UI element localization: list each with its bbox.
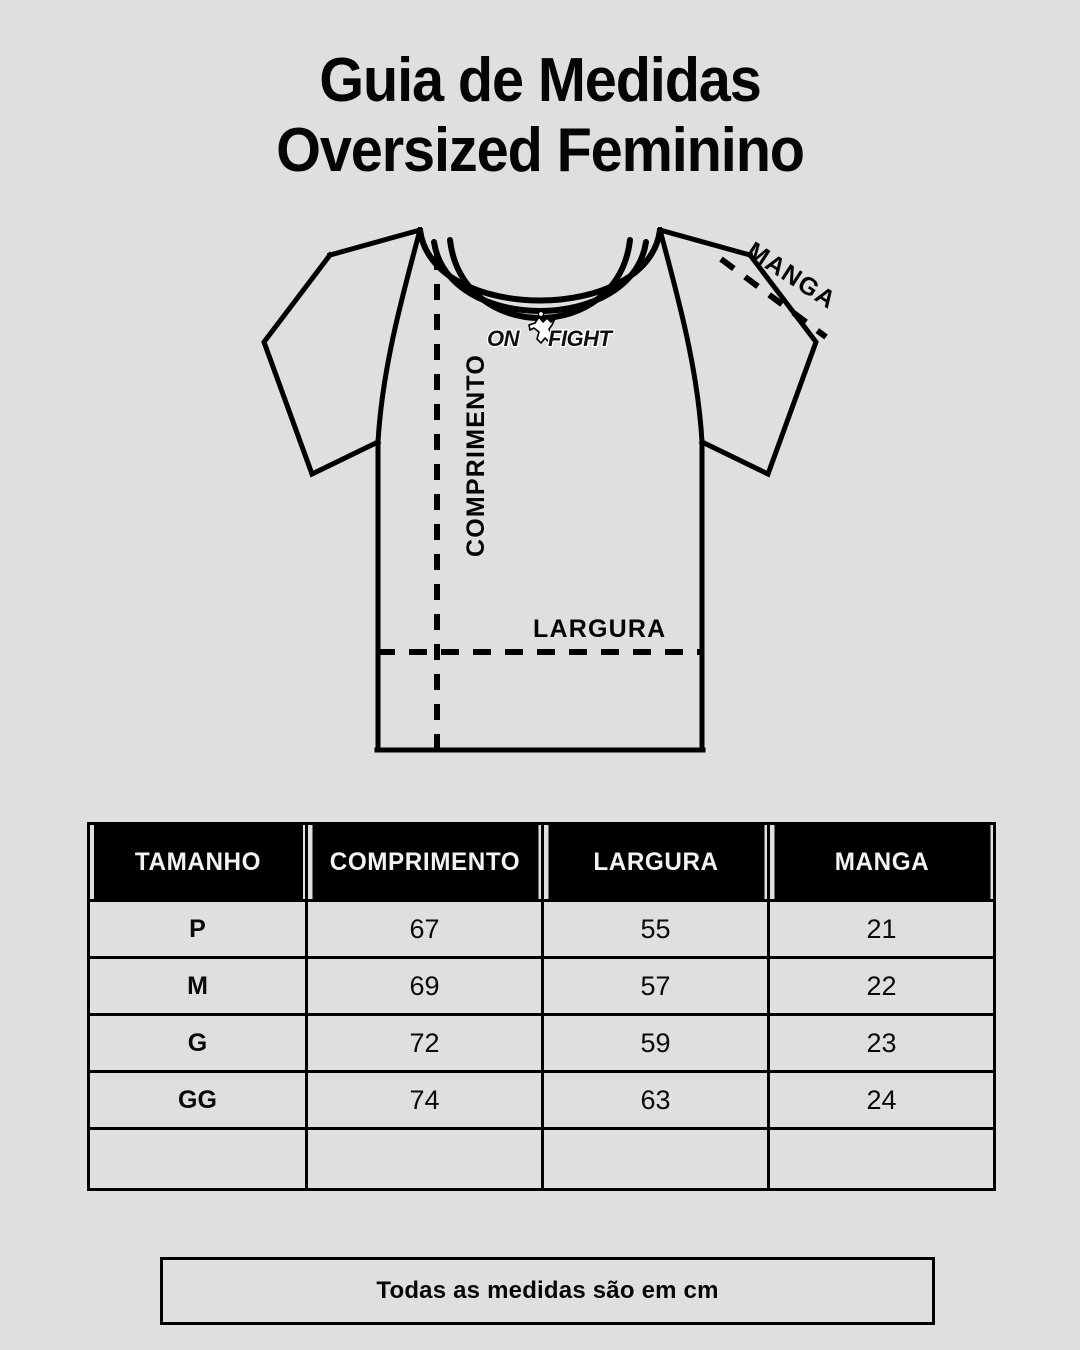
right-sleeve-outline xyxy=(698,251,819,478)
left-sleeve-outline xyxy=(261,251,382,478)
cell-largura: 57 xyxy=(541,956,770,1016)
brand-logo: ON FIGHT xyxy=(486,310,615,352)
table-header-row: TAMANHO COMPRIMENTO LARGURA MANGA xyxy=(89,822,995,902)
shirt-body-outline xyxy=(326,226,754,753)
tshirt-diagram: COMPRIMENTO LARGURA MANGA ON FIGHT xyxy=(0,212,1080,800)
table-row: G 72 59 23 xyxy=(87,1013,996,1073)
cell-manga: 23 xyxy=(767,1013,996,1073)
table-row-empty xyxy=(87,1127,996,1191)
cell-size: GG xyxy=(87,1070,308,1130)
collar-inner-curve xyxy=(447,237,633,321)
cell-manga: 22 xyxy=(767,956,996,1016)
column-header-comprimento: COMPRIMENTO xyxy=(308,822,541,902)
column-header-manga: MANGA xyxy=(770,822,993,902)
cell-size: P xyxy=(87,899,308,959)
table-row: GG 74 63 24 xyxy=(87,1070,996,1130)
label-manga: MANGA xyxy=(742,237,841,315)
cell-largura: 63 xyxy=(541,1070,770,1130)
cell-largura: 59 xyxy=(541,1013,770,1073)
cell-largura xyxy=(541,1127,770,1191)
table-row: P 67 55 21 xyxy=(87,899,996,959)
page-title-line-1: Guia de Medidas xyxy=(319,46,762,115)
label-largura: LARGURA xyxy=(533,615,666,643)
table-row: M 69 57 22 xyxy=(87,956,996,1016)
cell-size xyxy=(87,1127,308,1191)
measurement-unit-note-text: Todas as medidas são em cm xyxy=(376,1277,719,1304)
cell-manga: 21 xyxy=(767,899,996,959)
cell-size: M xyxy=(87,956,308,1016)
brand-word-on: ON xyxy=(487,326,521,351)
cell-largura: 55 xyxy=(541,899,770,959)
cell-comprimento: 67 xyxy=(305,899,544,959)
cell-size: G xyxy=(87,1013,308,1073)
measurement-unit-note: Todas as medidas são em cm xyxy=(160,1257,935,1325)
cell-comprimento: 74 xyxy=(305,1070,544,1130)
column-header-largura: LARGURA xyxy=(544,822,767,902)
label-comprimento: COMPRIMENTO xyxy=(462,354,490,557)
cell-comprimento: 72 xyxy=(305,1013,544,1073)
table-header: TAMANHO COMPRIMENTO LARGURA MANGA xyxy=(89,822,995,902)
page-title-line-2: Oversized Feminino xyxy=(276,116,805,185)
cell-manga xyxy=(767,1127,996,1191)
cell-comprimento: 69 xyxy=(305,956,544,1016)
fighter-kick-icon xyxy=(528,315,557,344)
brand-word-fight: FIGHT xyxy=(548,326,614,351)
sleeve-dashed-line xyxy=(719,256,828,340)
column-header-tamanho: TAMANHO xyxy=(90,822,305,902)
size-chart-table: TAMANHO COMPRIMENTO LARGURA MANGA P 67 5… xyxy=(87,822,996,1191)
cell-manga: 24 xyxy=(767,1070,996,1130)
cell-comprimento xyxy=(305,1127,544,1191)
page-title: Guia de Medidas Oversized Feminino xyxy=(0,46,1080,186)
table-body: P 67 55 21 M 69 57 22 G 72 59 23 GG 74 6… xyxy=(87,899,996,1191)
